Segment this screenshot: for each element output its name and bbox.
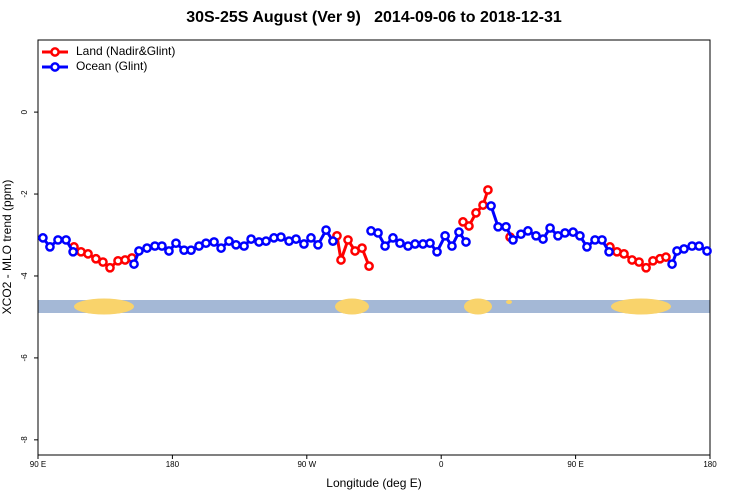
data-point: [486, 201, 496, 211]
data-point: [142, 243, 152, 253]
data-point: [619, 248, 629, 259]
y-tick-label: 0: [20, 109, 29, 114]
data-point: [560, 228, 570, 238]
data-point: [432, 246, 442, 257]
data-point: [493, 221, 503, 232]
data-point: [380, 241, 390, 251]
data-point: [634, 257, 644, 267]
x-tick-label: 180: [166, 460, 180, 469]
data-point: [447, 241, 457, 251]
data-point: [68, 246, 78, 257]
data-point: [186, 245, 196, 256]
legend-marker: [50, 47, 60, 57]
data-point: [134, 246, 144, 256]
land-patch: [335, 298, 369, 315]
data-point: [98, 257, 108, 267]
data-point: [364, 261, 374, 271]
x-axis-label: Longitude (deg E): [326, 476, 421, 490]
data-point: [61, 235, 71, 245]
data-point: [313, 239, 323, 250]
chart-title: 30S-25S August (Ver 9) 2014-09-06 to 201…: [186, 9, 562, 26]
land-patch: [74, 298, 134, 315]
land-patch: [611, 298, 671, 315]
data-point: [661, 252, 671, 262]
data-point: [679, 244, 689, 254]
data-point: [276, 232, 286, 242]
x-tick-label: 90 W: [297, 460, 316, 469]
data-point: [224, 236, 234, 247]
data-point: [667, 259, 677, 269]
data-point: [454, 227, 464, 237]
ocean-band: [38, 300, 710, 313]
data-point: [328, 236, 338, 247]
data-point: [641, 262, 651, 273]
data-point: [261, 236, 271, 247]
data-point: [306, 233, 316, 243]
data-point: [597, 235, 607, 245]
y-tick-label: -4: [20, 272, 29, 280]
data-point: [321, 225, 331, 235]
data-point: [395, 238, 405, 249]
data-point: [388, 233, 398, 243]
y-tick-label: -8: [20, 436, 29, 444]
data-point: [129, 259, 139, 269]
y-tick-label: -6: [20, 354, 29, 362]
land-patch: [464, 298, 492, 315]
data-point: [53, 235, 63, 245]
x-tick-label: 180: [703, 460, 717, 469]
x-tick-label: 0: [439, 460, 444, 469]
data-point: [201, 238, 211, 249]
data-point: [575, 230, 585, 241]
data-point: [508, 235, 518, 245]
data-point: [299, 239, 309, 249]
data-point: [582, 242, 592, 252]
data-point: [471, 208, 481, 218]
data-point: [373, 228, 383, 238]
data-point: [357, 243, 367, 253]
data-point: [478, 200, 488, 210]
data-point: [440, 230, 450, 241]
data-point: [343, 235, 353, 245]
data-point: [231, 239, 241, 250]
data-point: [246, 234, 256, 244]
data-point: [545, 223, 555, 233]
land-mask-band: [38, 298, 710, 315]
data-point: [694, 241, 704, 251]
data-point: [45, 242, 55, 252]
legend-label: Land (Nadir&Glint): [76, 44, 175, 58]
data-point: [702, 246, 712, 256]
data-point: [461, 237, 471, 247]
data-point: [83, 248, 93, 259]
legend-label: Ocean (Glint): [76, 59, 147, 73]
data-point: [291, 234, 301, 244]
data-point: [483, 185, 493, 195]
data-point: [523, 226, 533, 236]
data-point: [105, 262, 115, 273]
data-point: [604, 246, 614, 257]
data-point: [38, 233, 48, 243]
data-point: [336, 255, 346, 265]
data-point: [568, 227, 578, 237]
data-point: [501, 221, 511, 232]
data-point: [239, 241, 249, 251]
y-axis-label: XCO2 - MLO trend (ppm): [0, 180, 14, 315]
y-tick-label: -2: [20, 190, 29, 198]
data-point: [164, 246, 174, 256]
data-point: [209, 237, 219, 247]
data-point: [425, 238, 435, 249]
land-patch: [506, 300, 512, 304]
data-point: [171, 238, 181, 249]
data-point: [464, 221, 474, 231]
data-point: [216, 243, 226, 253]
data-point: [538, 234, 548, 244]
legend-marker: [50, 62, 60, 72]
x-tick-label: 90 E: [30, 460, 46, 469]
data-point: [157, 241, 167, 251]
x-tick-label: 90 E: [567, 460, 583, 469]
data-point: [410, 239, 420, 249]
